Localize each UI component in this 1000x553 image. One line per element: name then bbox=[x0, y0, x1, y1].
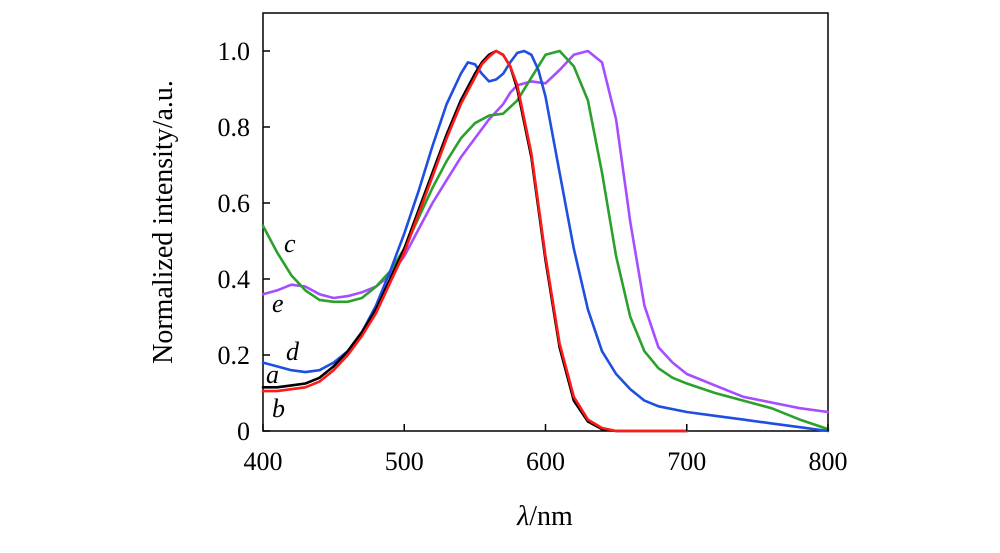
series-line-c bbox=[261, 49, 830, 431]
series-group bbox=[261, 49, 830, 433]
y-tick-label: 0.8 bbox=[218, 113, 251, 142]
x-tick-label: 700 bbox=[667, 447, 706, 476]
x-tick-label: 800 bbox=[809, 447, 848, 476]
y-tick-label: 1.0 bbox=[218, 37, 251, 66]
y-tick-label: 0.2 bbox=[218, 341, 251, 370]
x-tick-label: 400 bbox=[244, 447, 283, 476]
series-line-a bbox=[261, 49, 689, 433]
curve-label-b: b bbox=[272, 394, 285, 423]
curve-label-d: d bbox=[286, 337, 300, 366]
curve-label-c: c bbox=[284, 229, 296, 258]
ticks-group: 400 500 600 700 800 0 0.2 0.4 0.6 0.8 1.0 bbox=[218, 37, 848, 476]
x-tick-label: 600 bbox=[526, 447, 565, 476]
x-tick-label: 500 bbox=[385, 447, 424, 476]
series-line-e bbox=[261, 49, 830, 414]
y-tick-label: 0 bbox=[237, 417, 250, 446]
y-tick-label: 0.6 bbox=[218, 189, 251, 218]
plot-frame bbox=[262, 12, 829, 432]
x-axis-title: λ/nm bbox=[516, 501, 573, 532]
curve-label-a: a bbox=[266, 360, 279, 389]
series-line-b bbox=[261, 49, 689, 433]
series-line-d bbox=[261, 49, 830, 433]
x-axis-symbol: λ bbox=[516, 501, 529, 532]
y-axis-title: Normalized intensity/a.u. bbox=[148, 80, 179, 364]
curve-label-e: e bbox=[272, 289, 284, 318]
y-tick-label: 0.4 bbox=[218, 265, 251, 294]
x-axis-unit: /nm bbox=[529, 501, 573, 532]
